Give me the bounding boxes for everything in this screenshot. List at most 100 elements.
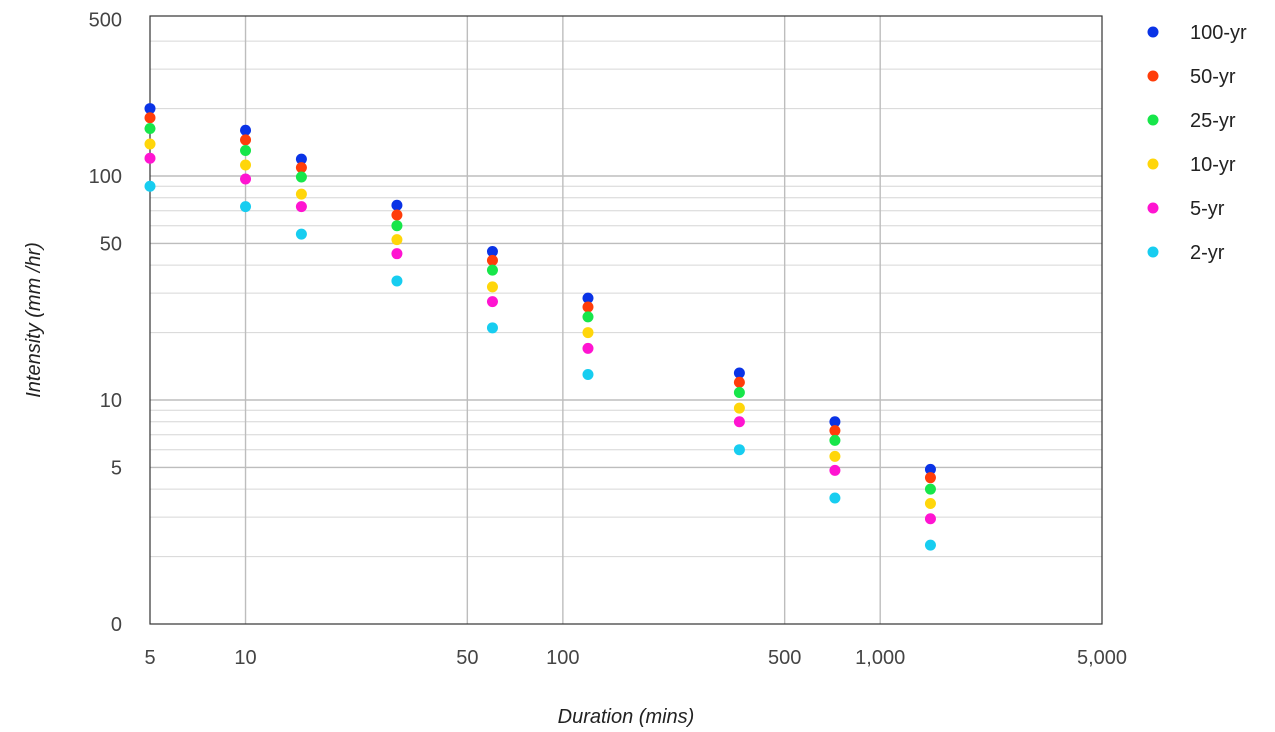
data-point [240, 201, 252, 213]
x-tick-label: 5,000 [1077, 647, 1127, 669]
x-axis-title: Duration (mins) [558, 706, 695, 728]
legend-item: 10-yr [1147, 154, 1236, 176]
data-point [391, 220, 403, 232]
data-point [486, 254, 498, 266]
data-point [924, 498, 936, 510]
legend-marker [1147, 70, 1159, 82]
data-point [582, 311, 594, 323]
data-point [391, 209, 403, 221]
series-100-yr [144, 103, 936, 475]
legend-label: 5-yr [1190, 198, 1225, 220]
data-point [295, 188, 307, 200]
series-25-yr [144, 122, 936, 495]
legend-marker [1147, 202, 1159, 214]
data-point [582, 301, 594, 313]
legend-marker [1147, 26, 1159, 38]
data-point [295, 171, 307, 183]
data-point [829, 416, 841, 428]
legend-label: 100-yr [1190, 22, 1247, 44]
data-point [486, 322, 498, 334]
legend-marker [1147, 114, 1159, 126]
legend-marker [1147, 246, 1159, 258]
x-tick-label: 10 [234, 647, 256, 669]
data-point [295, 162, 307, 174]
data-point [295, 228, 307, 240]
data-point [733, 367, 745, 379]
legend-item: 100-yr [1147, 22, 1247, 44]
data-point [295, 201, 307, 213]
data-point [924, 472, 936, 484]
data-point [582, 327, 594, 339]
data-point [829, 492, 841, 504]
grid-lines [150, 16, 1102, 624]
y-tick-label: 50 [100, 233, 122, 255]
x-tick-label: 100 [546, 647, 579, 669]
data-point [144, 138, 156, 150]
data-point [240, 159, 252, 171]
data-point [486, 246, 498, 258]
data-point [829, 450, 841, 462]
data-point [486, 264, 498, 276]
x-tick-label: 50 [456, 647, 478, 669]
data-point [733, 402, 745, 414]
y-tick-label: 0 [111, 614, 122, 636]
data-point [144, 180, 156, 192]
data-point [829, 425, 841, 437]
legend-item: 50-yr [1147, 66, 1236, 88]
data-points [144, 103, 936, 551]
legend-marker [1147, 158, 1159, 170]
data-point [240, 144, 252, 156]
legend-item: 5-yr [1147, 198, 1225, 220]
data-point [391, 234, 403, 246]
data-point [733, 416, 745, 428]
y-tick-label: 500 [89, 9, 122, 31]
legend: 100-yr 50-yr 25-yr 10-yr 5-yr 2-yr [1147, 22, 1247, 264]
data-point [924, 483, 936, 495]
data-point [733, 387, 745, 399]
series-10-yr [144, 138, 936, 510]
data-point [391, 199, 403, 211]
data-point [582, 342, 594, 354]
data-point [391, 275, 403, 287]
data-point [582, 368, 594, 380]
series-2-yr [144, 180, 936, 551]
legend-item: 25-yr [1147, 110, 1236, 132]
data-point [924, 463, 936, 475]
data-point [240, 173, 252, 185]
series-5-yr [144, 152, 936, 525]
data-point [391, 248, 403, 260]
data-point [924, 539, 936, 551]
data-point [733, 444, 745, 456]
series-50-yr [144, 112, 936, 484]
plot-frame [149, 15, 1103, 625]
data-point [240, 134, 252, 146]
y-tick-label: 10 [100, 390, 122, 412]
y-axis-title: Intensity (mm /hr) [23, 242, 45, 398]
data-point [829, 434, 841, 446]
data-point [295, 153, 307, 165]
y-tick-label: 5 [111, 457, 122, 479]
data-point [924, 513, 936, 525]
data-point [486, 296, 498, 308]
data-point [829, 464, 841, 476]
data-point [144, 122, 156, 134]
data-point [486, 281, 498, 293]
data-point [582, 292, 594, 304]
legend-label: 25-yr [1190, 110, 1236, 132]
data-point [144, 112, 156, 124]
y-tick-label: 100 [89, 166, 122, 188]
x-tick-label: 500 [768, 647, 801, 669]
data-point [733, 376, 745, 388]
legend-label: 2-yr [1190, 242, 1225, 264]
x-tick-label: 1,000 [855, 647, 905, 669]
legend-label: 10-yr [1190, 154, 1236, 176]
legend-label: 50-yr [1190, 66, 1236, 88]
data-point [144, 152, 156, 164]
legend-item: 2-yr [1147, 242, 1225, 264]
data-point [144, 103, 156, 115]
data-point [240, 124, 252, 136]
x-tick-label: 5 [144, 647, 155, 669]
